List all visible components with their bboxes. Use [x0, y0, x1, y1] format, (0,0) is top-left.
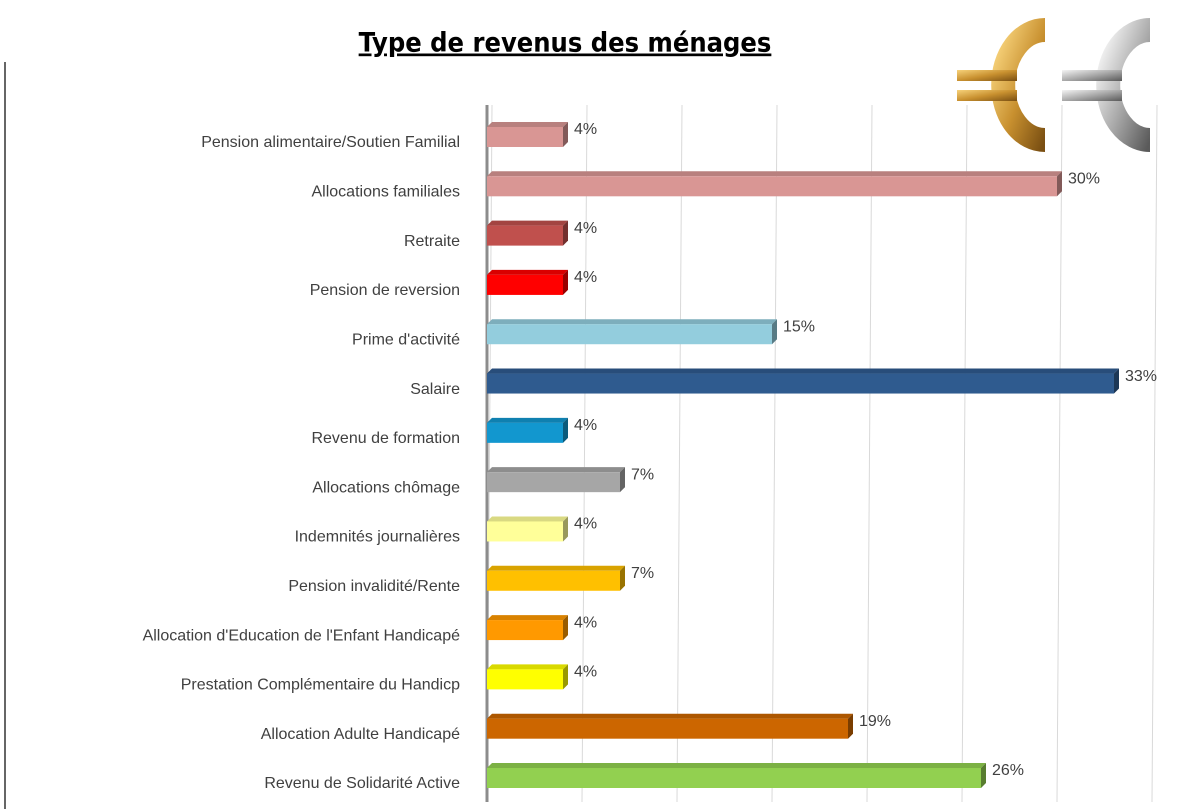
data-label: 26% — [992, 762, 1024, 779]
data-label: 4% — [574, 516, 597, 533]
bar-side — [563, 417, 568, 443]
bar-side — [1114, 368, 1119, 394]
bar-top — [487, 171, 1062, 177]
grid-line — [581, 104, 588, 803]
bar-top — [487, 763, 986, 768]
bar-top — [487, 417, 568, 423]
euro-silver — [1062, 18, 1151, 152]
y-tick-label: Salaire — [410, 381, 460, 398]
bar-side — [848, 713, 853, 739]
bar-side — [1057, 171, 1062, 197]
bar — [487, 127, 563, 147]
y-tick-label: Allocations chômage — [312, 479, 460, 496]
bar-top — [487, 319, 777, 325]
bar-top — [487, 269, 568, 275]
data-label: 19% — [859, 713, 891, 730]
bar — [487, 718, 848, 739]
bar — [487, 768, 981, 788]
bar-side — [563, 664, 568, 690]
data-label: 7% — [631, 565, 654, 582]
data-label: 33% — [1125, 368, 1157, 385]
data-label: 7% — [631, 466, 654, 483]
bar-top — [487, 368, 1119, 374]
grid-line — [866, 104, 873, 803]
bar-top — [487, 122, 568, 127]
y-tick-label: Allocations familiales — [311, 184, 460, 201]
bar-top — [487, 516, 568, 522]
bar-top — [487, 713, 853, 719]
bar — [487, 324, 772, 345]
chart-title: Type de revenus des ménages — [359, 28, 772, 59]
bar — [487, 422, 563, 443]
bar-top — [487, 220, 568, 226]
bar-side — [563, 269, 568, 295]
grid-line — [961, 104, 968, 803]
data-label: 4% — [574, 269, 597, 286]
data-label: 4% — [574, 417, 597, 434]
bar-top — [487, 467, 625, 473]
bar-side — [772, 319, 777, 345]
y-tick-label: Revenu de Solidarité Active — [264, 775, 460, 792]
bar-side — [563, 615, 568, 641]
bar — [487, 521, 563, 542]
bar-top — [487, 664, 568, 670]
bar — [487, 620, 563, 641]
y-tick-label: Pension invalidité/Rente — [288, 578, 460, 595]
bar — [487, 570, 620, 591]
bar-side — [981, 763, 986, 788]
bar-side — [563, 122, 568, 147]
bar-top — [487, 565, 625, 571]
data-label: 4% — [574, 220, 597, 237]
data-label: 4% — [574, 664, 597, 681]
bar — [487, 225, 563, 246]
bar-side — [563, 516, 568, 542]
bar — [487, 274, 563, 295]
y-tick-label: Allocation d'Education de l'Enfant Handi… — [143, 627, 461, 644]
bar — [487, 176, 1057, 197]
grid-line — [1151, 104, 1158, 803]
y-tick-label: Prime d'activité — [352, 331, 460, 348]
bar-side — [620, 565, 625, 591]
y-tick-label: Prestation Complémentaire du Handicp — [181, 677, 460, 694]
bar-top — [487, 615, 568, 621]
y-tick-label: Pension de reversion — [310, 282, 460, 299]
grid-line — [676, 104, 683, 803]
bar — [487, 669, 563, 690]
y-tick-label: Retraite — [404, 233, 460, 250]
bar — [487, 373, 1114, 394]
grid-line — [1056, 104, 1063, 803]
data-label: 4% — [574, 121, 597, 138]
euro-gold — [957, 18, 1046, 152]
bar — [487, 472, 620, 493]
y-tick-label: Pension alimentaire/Soutien Familial — [201, 134, 460, 151]
y-tick-label: Allocation Adulte Handicapé — [261, 726, 460, 743]
bar-side — [620, 467, 625, 493]
data-label: 30% — [1068, 171, 1100, 188]
grid-line — [771, 104, 778, 803]
bar-side — [563, 220, 568, 246]
data-label: 15% — [783, 318, 815, 335]
y-tick-label: Indemnités journalières — [295, 529, 460, 546]
data-label: 4% — [574, 614, 597, 631]
y-tick-label: Revenu de formation — [311, 430, 460, 447]
